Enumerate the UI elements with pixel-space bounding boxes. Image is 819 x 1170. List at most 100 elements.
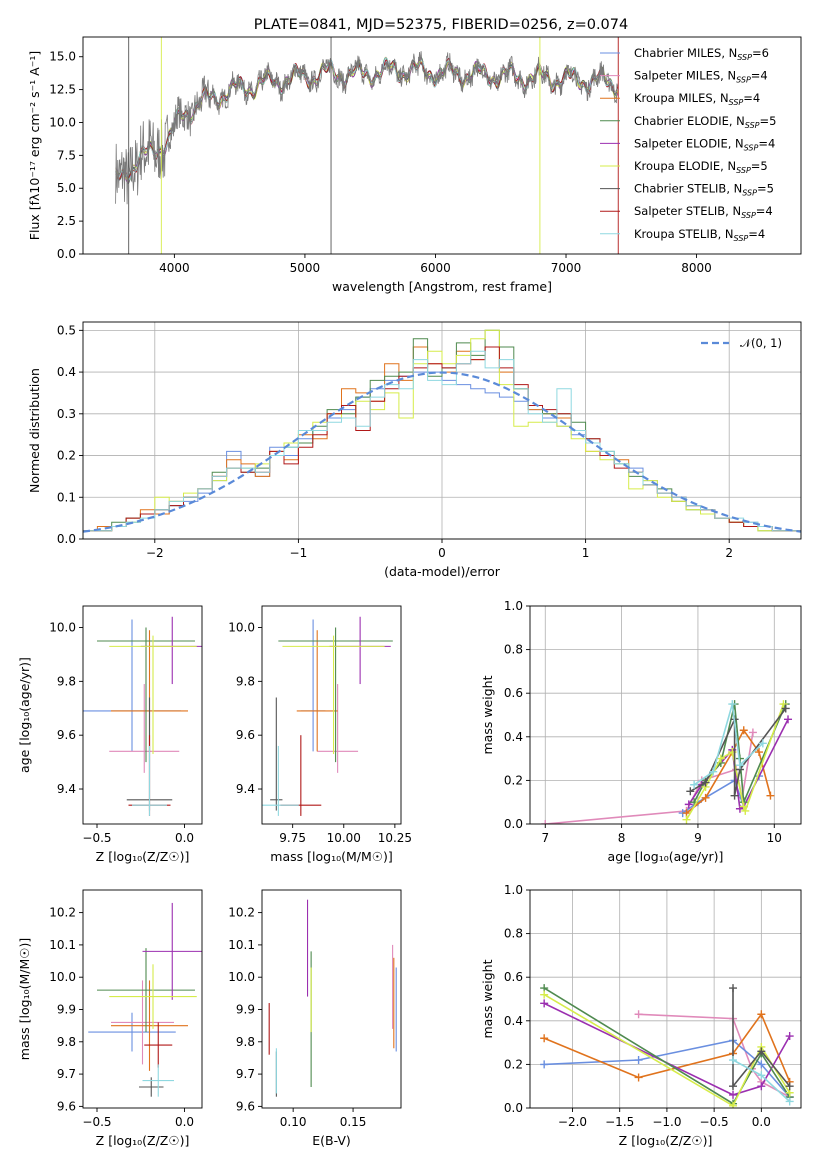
y-tick: 0.6 <box>504 686 530 700</box>
legend-value: =6 <box>752 46 769 60</box>
legend-text: Salpeter ELODIE, N <box>634 136 744 150</box>
y-tick-label: 9.9 <box>57 1002 76 1016</box>
point-marker <box>701 778 710 787</box>
x-tick: 0.0 <box>175 824 194 845</box>
x-tick-label: 8 <box>618 831 626 845</box>
y-tick: 10.0 <box>228 621 262 635</box>
y-tick: 9.6 <box>236 1099 262 1113</box>
x-tick: 6000 <box>420 254 451 275</box>
axes-frame <box>82 889 203 1109</box>
y-axis-label: Normed distribution <box>27 368 42 493</box>
legend-label: Chabrier STELIB, NSSP=5 <box>634 182 774 198</box>
axes-frame <box>82 36 802 255</box>
y-tick-label: 0.4 <box>504 1014 523 1028</box>
y-tick-label: 10.1 <box>228 938 255 952</box>
y-tick-label: 10.2 <box>49 906 76 920</box>
point-marker <box>690 780 699 789</box>
legend-value: =4 <box>751 69 768 83</box>
x-tick-label: 8000 <box>681 261 712 275</box>
y-tick: 0.2 <box>57 449 83 463</box>
legend-subscript: SSP <box>737 53 752 62</box>
point-marker <box>682 815 691 824</box>
x-tick-label: −1 <box>290 546 308 560</box>
y-tick: 10.0 <box>49 621 83 635</box>
x-tick: 8 <box>618 824 626 845</box>
y-tick: 10.0 <box>49 115 83 129</box>
x-tick-label: 0.15 <box>340 1115 367 1129</box>
x-tick: −1.5 <box>605 1108 634 1129</box>
x-axis-label: wavelength [Angstrom, rest frame] <box>332 279 552 294</box>
x-tick: 5000 <box>290 254 320 275</box>
y-tick: 9.7 <box>57 1067 83 1081</box>
axes-frame <box>529 605 802 825</box>
y-tick: 10.2 <box>49 906 83 920</box>
y-tick: 0.5 <box>57 323 83 337</box>
x-tick-label: −0.5 <box>700 1115 729 1129</box>
x-tick-label: 6000 <box>420 261 451 275</box>
point-marker <box>728 700 737 709</box>
point-marker <box>709 767 718 776</box>
y-tick: 9.8 <box>57 674 83 688</box>
point-marker <box>785 1097 794 1106</box>
panel-age-vs-z: −0.5 0.0 9.4 9.6 9.8 10.0 Z [log₁₀(Z/Z☉)] age [… <box>17 605 203 864</box>
weight-line <box>543 1002 791 1096</box>
y-tick-label: 9.8 <box>57 1035 76 1049</box>
x-tick-label: 9 <box>694 831 702 845</box>
legend-subscript: SSP <box>742 189 757 198</box>
legend-text: Kroupa MILES, N <box>634 91 729 105</box>
point-marker <box>757 1047 766 1056</box>
x-tick-label: 10 <box>767 831 782 845</box>
point-marker <box>634 1073 643 1082</box>
weight-line <box>543 987 791 1105</box>
x-tick: 4000 <box>159 254 190 275</box>
y-tick-label: 10.0 <box>49 621 76 635</box>
plot-area <box>83 616 202 816</box>
plot-area <box>83 329 801 539</box>
y-tick: 5.0 <box>57 181 83 195</box>
point-marker <box>785 1032 794 1041</box>
y-tick: 10.0 <box>49 970 83 984</box>
point-marker <box>540 999 549 1008</box>
x-tick-label: −0.5 <box>82 1115 111 1129</box>
y-tick: 9.6 <box>57 728 83 742</box>
x-tick: −2 <box>146 539 164 560</box>
x-tick: 0.15 <box>340 1108 367 1129</box>
y-tick-label: 0.6 <box>504 686 523 700</box>
legend-value: =4 <box>758 136 775 150</box>
legend-text: Chabrier STELIB, N <box>634 182 742 196</box>
y-tick-label: 5.0 <box>57 181 76 195</box>
y-tick: 9.4 <box>236 782 262 796</box>
point-marker <box>634 1010 643 1019</box>
y-tick-label: 9.8 <box>236 674 255 688</box>
weight-line <box>688 719 789 810</box>
legend-subscript: SSP <box>729 98 744 107</box>
point-marker <box>785 1082 794 1091</box>
legend-label: Salpeter MILES, NSSP=4 <box>634 69 768 85</box>
legend: 𝒩(0, 1) <box>701 336 782 350</box>
plot-area <box>268 899 397 1097</box>
point-marker <box>757 1071 766 1080</box>
point-marker <box>758 739 767 748</box>
legend-subscript: SSP <box>736 76 751 85</box>
y-tick-label: 10.1 <box>49 938 76 952</box>
y-tick-label: 7.5 <box>57 148 76 162</box>
x-tick-label: 0.0 <box>175 1115 194 1129</box>
y-tick-label: 0.4 <box>57 365 76 379</box>
y-tick: 0.8 <box>504 927 530 941</box>
legend-label: Kroupa ELODIE, NSSP=5 <box>634 159 768 175</box>
point-marker <box>735 761 744 770</box>
axes-frame <box>261 605 402 825</box>
point-marker <box>729 1082 738 1091</box>
x-tick-label: 0.10 <box>280 1115 307 1129</box>
y-tick-label: 0.0 <box>57 532 76 546</box>
y-tick-label: 10.2 <box>228 906 255 920</box>
y-tick: 0.0 <box>504 817 530 831</box>
y-axis-label: mass [log₁₀(M/M☉)] <box>17 938 32 1060</box>
y-tick-label: 9.8 <box>57 674 76 688</box>
point-marker <box>701 793 710 802</box>
x-tick: 1 <box>582 539 589 560</box>
x-tick-label: 9.75 <box>279 831 306 845</box>
y-tick-label: 0.0 <box>57 247 76 261</box>
plot-area <box>262 616 393 816</box>
